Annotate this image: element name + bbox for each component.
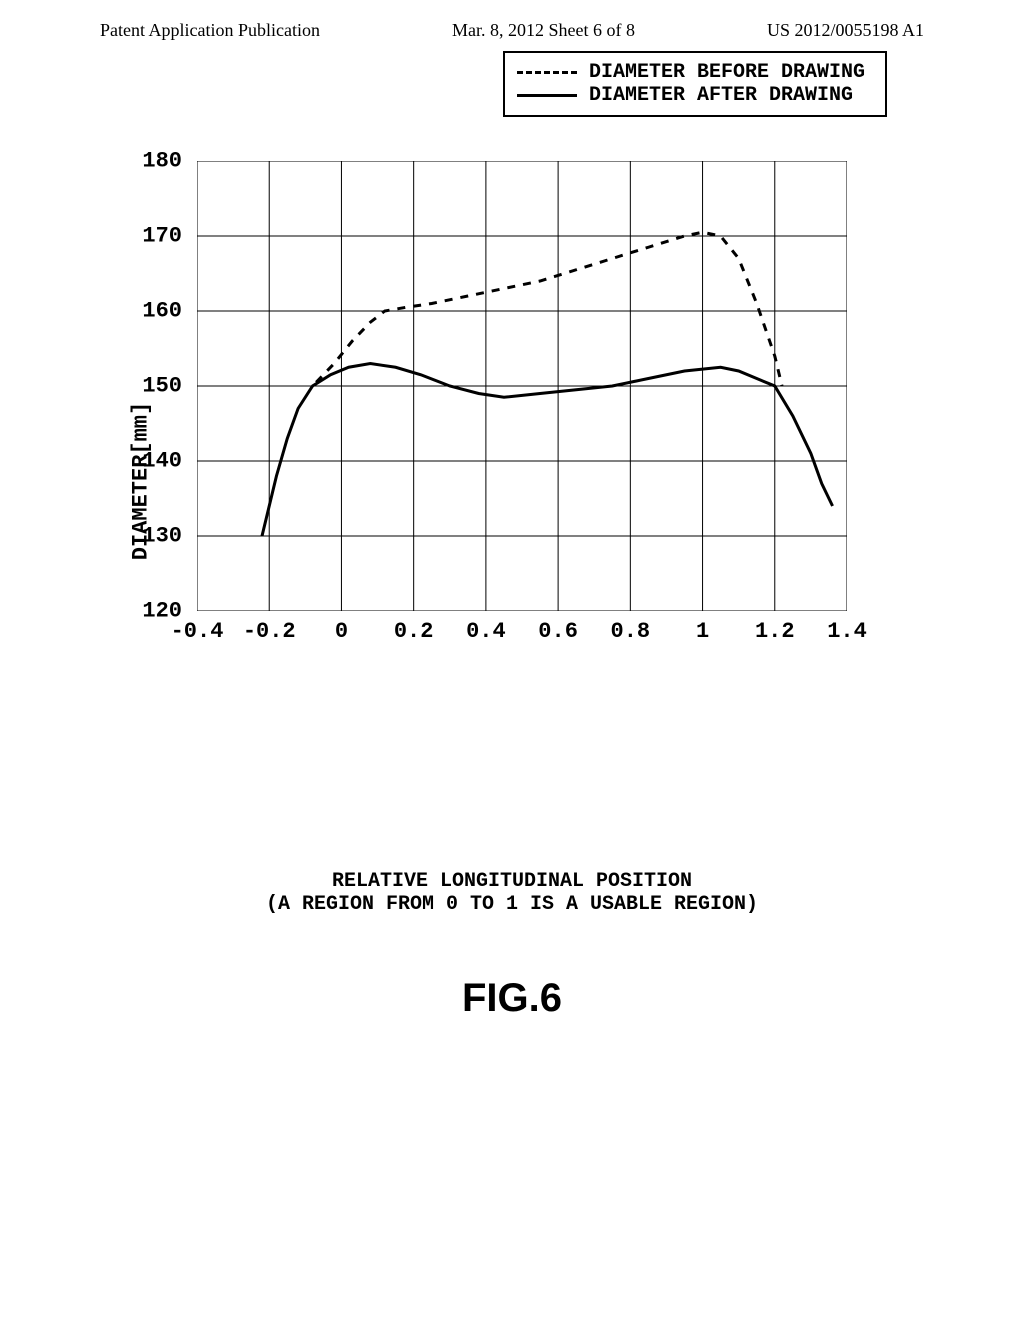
chart-container: DIAMETER BEFORE DRAWING DIAMETER AFTER D… [137,131,887,831]
x-axis-label-line1: RELATIVE LONGITUDINAL POSITION [266,870,758,893]
legend-solid-icon [517,94,577,97]
y-tick-label: 160 [142,299,182,324]
x-tick-label: -0.2 [243,619,296,644]
x-axis-label: RELATIVE LONGITUDINAL POSITION (A REGION… [266,870,758,916]
legend-before-row: DIAMETER BEFORE DRAWING [517,61,865,84]
legend-dashed-icon [517,71,577,74]
y-tick-label: 150 [142,374,182,399]
x-tick-label: 0.8 [611,619,651,644]
legend-after-label: DIAMETER AFTER DRAWING [589,84,853,107]
x-tick-label: 1 [696,619,709,644]
y-tick-label: 180 [142,149,182,174]
y-tick-label: 140 [142,449,182,474]
y-tick-label: 130 [142,524,182,549]
x-tick-label: -0.4 [171,619,224,644]
x-tick-label: 1.2 [755,619,795,644]
x-tick-label: 0.2 [394,619,434,644]
legend-box: DIAMETER BEFORE DRAWING DIAMETER AFTER D… [503,51,887,117]
header-left: Patent Application Publication [100,20,320,41]
x-tick-label: 0.4 [466,619,506,644]
x-tick-label: 0 [335,619,348,644]
chart-svg [197,161,847,611]
header-center: Mar. 8, 2012 Sheet 6 of 8 [452,20,635,41]
y-tick-label: 170 [142,224,182,249]
x-tick-label: 1.4 [827,619,867,644]
legend-after-row: DIAMETER AFTER DRAWING [517,84,865,107]
header-right: US 2012/0055198 A1 [767,20,924,41]
x-axis-label-line2: (A REGION FROM 0 TO 1 IS A USABLE REGION… [266,893,758,916]
page-header: Patent Application Publication Mar. 8, 2… [0,0,1024,51]
figure-label: FIG.6 [462,976,562,1021]
legend-before-label: DIAMETER BEFORE DRAWING [589,61,865,84]
x-tick-label: 0.6 [538,619,578,644]
plot-area: 120130140150160170180 -0.4-0.200.20.40.6… [197,161,847,611]
